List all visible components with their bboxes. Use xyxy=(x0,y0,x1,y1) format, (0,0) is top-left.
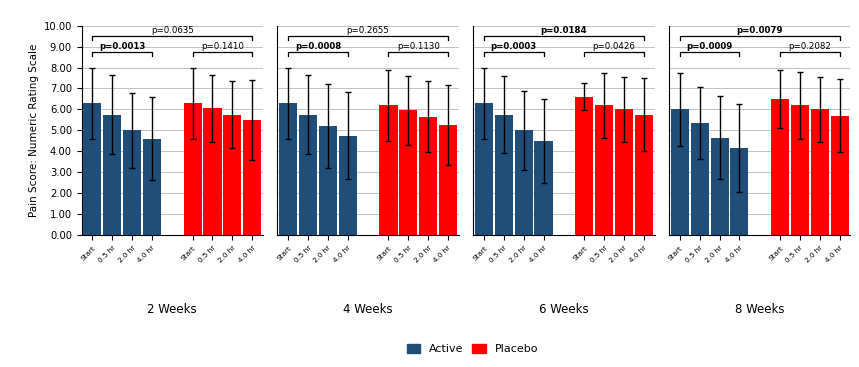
Bar xyxy=(730,148,748,235)
Text: p=0.0079: p=0.0079 xyxy=(736,26,783,35)
Bar xyxy=(123,130,141,235)
Text: p=0.0003: p=0.0003 xyxy=(490,42,537,51)
Bar xyxy=(338,135,356,235)
Bar xyxy=(419,117,437,235)
Bar xyxy=(279,103,297,235)
Bar xyxy=(671,109,689,235)
Bar xyxy=(243,120,261,235)
Bar xyxy=(319,126,337,235)
Bar xyxy=(595,105,613,235)
Bar xyxy=(635,115,653,235)
Bar xyxy=(495,115,513,235)
Bar xyxy=(710,138,728,235)
Bar xyxy=(576,97,594,235)
Bar xyxy=(534,141,552,235)
Text: p=0.0009: p=0.0009 xyxy=(686,42,733,51)
Text: p=0.1130: p=0.1130 xyxy=(397,42,440,51)
Bar xyxy=(691,123,709,235)
Text: p=0.0426: p=0.0426 xyxy=(593,42,636,51)
Bar xyxy=(103,115,121,235)
Bar xyxy=(223,115,241,235)
Bar xyxy=(515,130,533,235)
Legend: Active, Placebo: Active, Placebo xyxy=(404,341,541,358)
Text: p=0.0184: p=0.0184 xyxy=(540,26,588,35)
Bar xyxy=(811,109,829,235)
X-axis label: 8 Weeks: 8 Weeks xyxy=(735,303,784,316)
Bar xyxy=(475,103,493,235)
Bar xyxy=(83,103,101,235)
Bar xyxy=(299,115,317,235)
Bar xyxy=(439,125,457,235)
Bar xyxy=(771,99,789,235)
Bar xyxy=(791,105,809,235)
Bar xyxy=(143,139,161,235)
X-axis label: 4 Weeks: 4 Weeks xyxy=(344,303,393,316)
Bar xyxy=(204,108,222,235)
Text: p=0.0008: p=0.0008 xyxy=(295,42,341,51)
Text: p=0.2082: p=0.2082 xyxy=(789,42,832,51)
X-axis label: 2 Weeks: 2 Weeks xyxy=(148,303,197,316)
X-axis label: 6 Weeks: 6 Weeks xyxy=(539,303,588,316)
Text: p=0.1410: p=0.1410 xyxy=(201,42,244,51)
Bar xyxy=(399,110,417,235)
Text: p=0.2655: p=0.2655 xyxy=(347,26,389,35)
Text: p=0.0635: p=0.0635 xyxy=(151,26,193,35)
Text: p=0.0013: p=0.0013 xyxy=(99,42,145,51)
Y-axis label: Pain Score: Numeric Rating Scale: Pain Score: Numeric Rating Scale xyxy=(29,44,40,217)
Bar xyxy=(615,109,633,235)
Bar xyxy=(831,116,849,235)
Bar xyxy=(380,105,398,235)
Bar xyxy=(184,103,202,235)
